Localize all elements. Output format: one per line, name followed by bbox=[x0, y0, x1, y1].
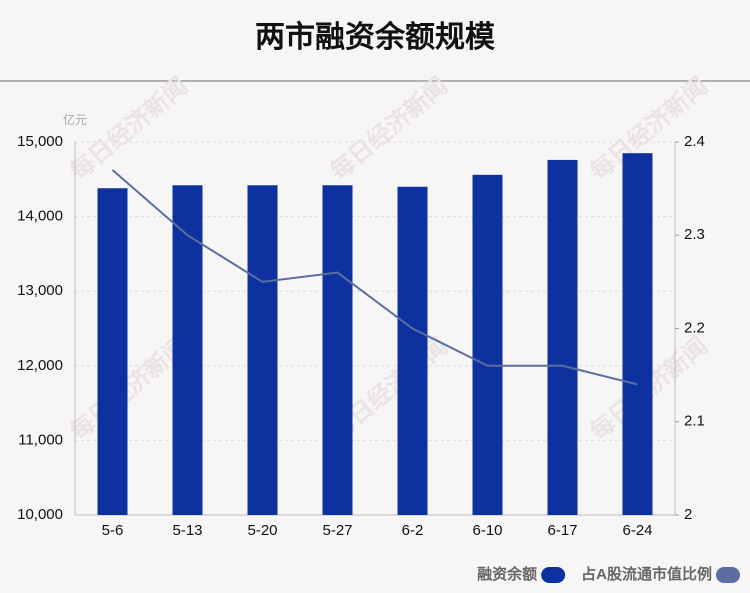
legend-label: 占A股流通市值比例 bbox=[581, 565, 712, 583]
bar bbox=[472, 174, 503, 515]
legend-swatch bbox=[541, 567, 566, 583]
legend-swatch bbox=[716, 567, 740, 583]
bar bbox=[547, 159, 578, 516]
x-tick-label: 5-27 bbox=[322, 522, 352, 539]
y-tick-label: 13,000 bbox=[17, 282, 63, 299]
x-tick-label: 6-10 bbox=[472, 522, 502, 539]
y-tick-label: 11,000 bbox=[18, 431, 63, 448]
x-tick-label: 5-13 bbox=[172, 522, 202, 539]
y-tick-label: 10,000 bbox=[17, 506, 63, 523]
bar bbox=[97, 188, 128, 515]
line bbox=[111, 169, 638, 386]
bar bbox=[247, 185, 278, 515]
y-tick-label: 15,000 bbox=[17, 133, 63, 150]
y-tick-label: 12,000 bbox=[17, 357, 63, 374]
y2-tick-label: 2.3 bbox=[684, 226, 705, 243]
bar bbox=[322, 185, 353, 515]
x-tick-label: 5-6 bbox=[102, 522, 124, 539]
bar bbox=[172, 185, 203, 515]
x-tick-label: 6-17 bbox=[547, 522, 577, 539]
x-tick-label: 6-24 bbox=[622, 522, 652, 539]
bar bbox=[397, 186, 428, 515]
chart-title: 两市融资余额规模 bbox=[255, 20, 495, 54]
y2-tick-label: 2 bbox=[684, 506, 692, 523]
y2-tick-label: 2.1 bbox=[684, 413, 705, 430]
y2-tick-label: 2.4 bbox=[684, 133, 705, 150]
y2-tick-label: 2.2 bbox=[684, 319, 705, 336]
y-tick-label: 14,000 bbox=[17, 208, 63, 225]
x-tick-label: 5-20 bbox=[247, 522, 277, 539]
x-tick-label: 6-2 bbox=[402, 522, 424, 539]
bar bbox=[622, 153, 653, 515]
y-axis-unit: 亿元 bbox=[63, 112, 87, 127]
legend-label: 融资余额 bbox=[477, 565, 537, 583]
